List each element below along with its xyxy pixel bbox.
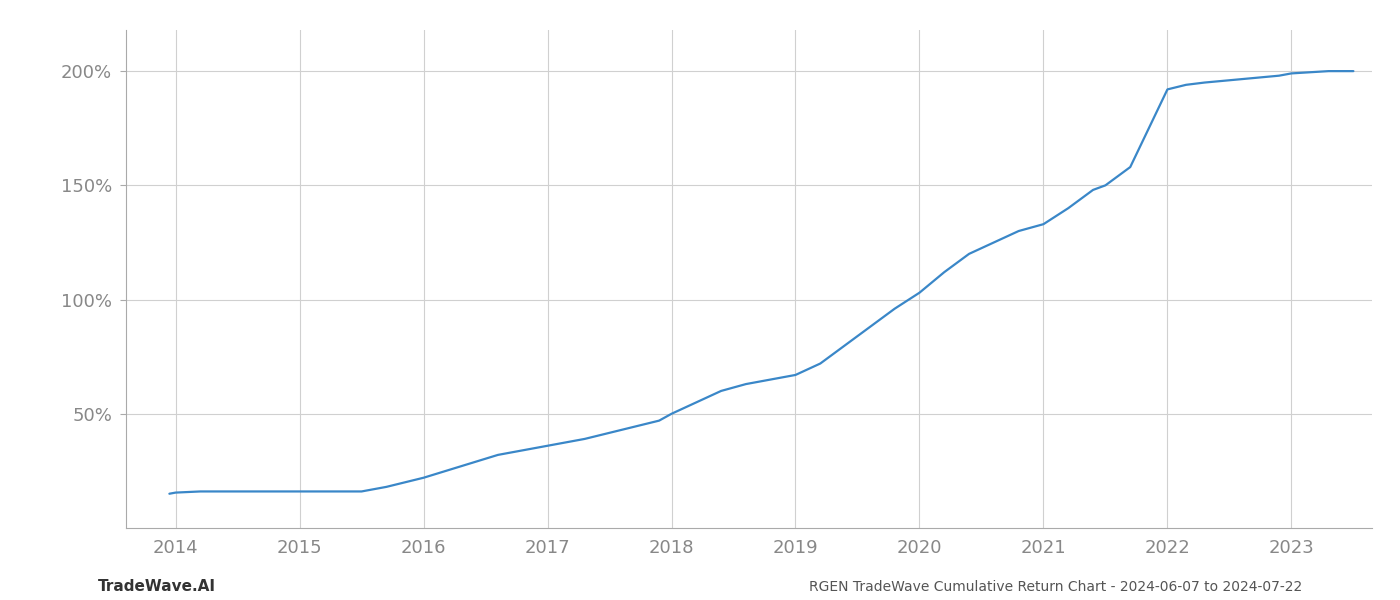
Text: RGEN TradeWave Cumulative Return Chart - 2024-06-07 to 2024-07-22: RGEN TradeWave Cumulative Return Chart -… — [809, 580, 1302, 594]
Text: TradeWave.AI: TradeWave.AI — [98, 579, 216, 594]
